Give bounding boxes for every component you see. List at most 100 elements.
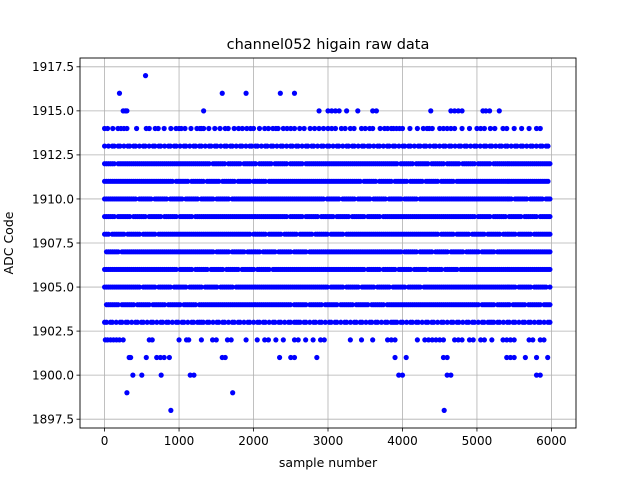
data-point [316, 108, 322, 114]
data-point [450, 231, 456, 237]
data-point [225, 196, 232, 202]
data-point [378, 319, 385, 325]
data-point [328, 319, 334, 325]
data-point [161, 354, 167, 361]
data-point [530, 337, 536, 343]
x-axis-ticks: 0 1000 2000 3000 4000 5000 6000 [101, 428, 567, 448]
data-point [299, 143, 305, 149]
data-point [111, 161, 117, 167]
x-axis-label: sample number [279, 455, 378, 470]
data-point [388, 337, 394, 343]
data-point [121, 143, 127, 149]
data-point [425, 161, 431, 167]
data-point [547, 319, 553, 325]
data-point [201, 108, 207, 114]
data-point [370, 337, 376, 343]
data-point [332, 125, 339, 132]
data-point [188, 125, 194, 132]
data-point [474, 125, 480, 132]
data-point [415, 319, 421, 325]
data-point [334, 302, 340, 308]
data-point [467, 143, 474, 149]
data-point [481, 337, 487, 343]
data-point [318, 319, 325, 325]
data-point [146, 125, 152, 132]
data-point [512, 319, 518, 325]
data-point [407, 266, 414, 273]
data-point [345, 213, 352, 220]
data-point [158, 372, 164, 378]
data-point [251, 319, 257, 325]
data-point [152, 231, 158, 237]
data-point [254, 337, 260, 343]
data-point [113, 319, 119, 325]
data-point [322, 319, 328, 325]
data-point [437, 337, 443, 343]
data-point [216, 178, 222, 184]
y-axis-label: ADC Code [1, 211, 16, 274]
data-point [440, 125, 447, 132]
data-point [176, 337, 182, 343]
data-point [117, 143, 123, 149]
data-point [466, 231, 472, 237]
data-point [539, 196, 545, 202]
data-point [402, 284, 408, 290]
data-point [411, 143, 417, 149]
data-point [483, 143, 489, 149]
data-point [297, 319, 303, 325]
data-point [144, 319, 150, 325]
data-point [204, 266, 210, 273]
data-point [132, 196, 139, 202]
data-point [367, 196, 373, 202]
data-point [547, 284, 553, 290]
data-point [201, 125, 207, 132]
data-point [250, 125, 257, 132]
data-point [256, 249, 263, 255]
data-point [491, 249, 497, 255]
data-point [527, 284, 534, 290]
x-tick-label: 6000 [536, 434, 567, 448]
data-point [376, 213, 383, 220]
data-point [380, 302, 387, 308]
data-point [481, 231, 487, 237]
data-point [210, 319, 216, 325]
data-point [477, 143, 483, 149]
data-point [224, 337, 231, 343]
data-point [280, 337, 286, 343]
data-point [547, 213, 553, 220]
data-point [179, 196, 185, 202]
data-point [213, 337, 219, 343]
data-point [349, 302, 356, 308]
data-point [398, 249, 404, 255]
data-point [313, 319, 319, 325]
data-point [489, 143, 495, 149]
data-point [136, 143, 143, 149]
data-point [345, 143, 352, 149]
data-point [187, 143, 193, 149]
data-point [370, 108, 376, 114]
data-point [547, 302, 553, 308]
data-point [166, 354, 172, 361]
data-point [527, 319, 534, 325]
data-point [456, 319, 462, 325]
data-point [262, 337, 268, 343]
data-point [110, 125, 116, 132]
data-point [440, 161, 447, 167]
data-point [244, 125, 250, 132]
data-point [433, 143, 439, 149]
data-point [264, 143, 270, 149]
data-point [222, 161, 228, 167]
data-point [121, 231, 127, 237]
data-point [450, 178, 456, 184]
data-point [498, 143, 505, 149]
data-point [460, 249, 466, 255]
data-point [206, 125, 212, 132]
data-point [475, 249, 481, 255]
data-point [265, 125, 272, 132]
data-point [355, 284, 361, 290]
data-point [491, 302, 497, 308]
data-point [134, 125, 140, 132]
data-point [158, 143, 164, 149]
data-point [124, 125, 130, 132]
data-point [347, 125, 353, 132]
